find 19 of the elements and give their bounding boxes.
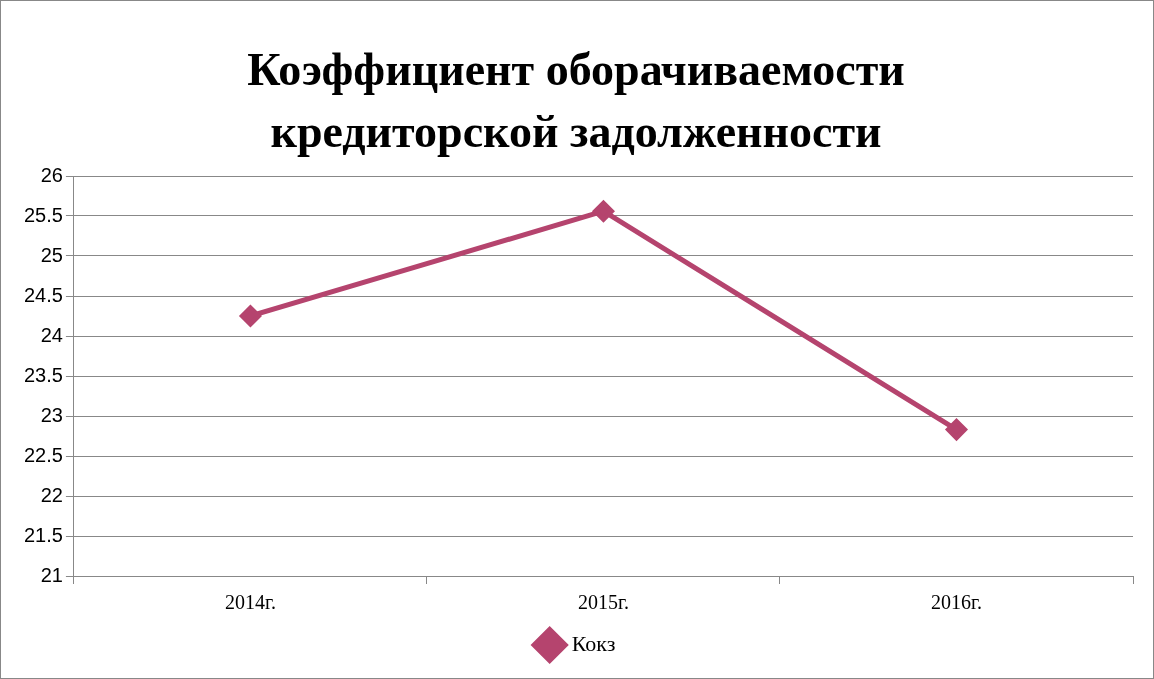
y-tick-label: 21.5 [23,523,63,546]
point [592,200,614,222]
y-tick-label: 24.5 [23,283,63,306]
y-tick-label: 25 [40,243,63,266]
point [239,305,261,327]
chart-title: Коэффициент оборачиваемости кредиторской задолженности [246,43,906,159]
point [945,419,967,441]
x-tick-label: 2016г. [931,591,982,614]
y-tick-label: 23 [40,403,63,426]
y-tick-label: 21 [40,563,63,586]
y-tick-label: 26 [40,163,63,186]
y-tick-label: 22 [40,483,63,506]
y-tick-label: 25.5 [23,203,63,226]
y-tick-label: 22.5 [23,443,63,466]
x-tick-label: 2014г. [224,591,276,614]
x-tick-label: 2015г. [577,591,629,614]
y-tick-label: 24 [40,323,63,346]
y-tick-label: 23.5 [23,363,63,386]
legend-label: Кокз [571,630,616,656]
